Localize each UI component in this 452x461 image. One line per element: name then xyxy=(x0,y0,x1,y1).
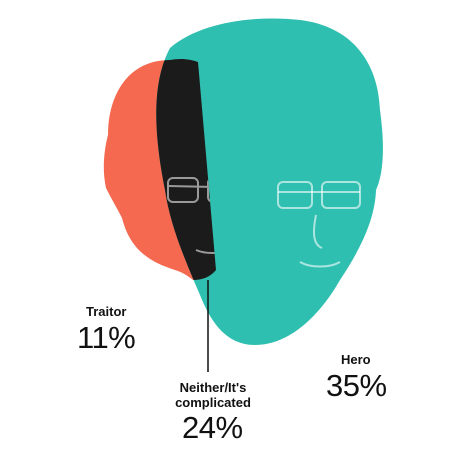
neither-value: 24% xyxy=(182,410,243,445)
hero-face-details xyxy=(277,181,361,268)
hero-nose xyxy=(313,214,323,249)
hero-glasses-right-lens xyxy=(321,181,361,209)
traitor-value: 11% xyxy=(77,320,136,355)
neither-glasses-left-lens xyxy=(167,177,199,203)
hero-label: Hero xyxy=(341,352,371,367)
hero-mouth xyxy=(299,261,341,268)
neither-label: Neither/It's complicated xyxy=(163,380,263,410)
neither-glasses-right-lens xyxy=(207,177,216,203)
neither-label-text: Neither/It's complicated xyxy=(175,380,251,410)
traitor-label: Traitor xyxy=(86,304,127,319)
neither-mouth xyxy=(195,249,216,254)
hero-value: 35% xyxy=(326,368,387,403)
hero-glasses-left-lens xyxy=(277,181,313,209)
